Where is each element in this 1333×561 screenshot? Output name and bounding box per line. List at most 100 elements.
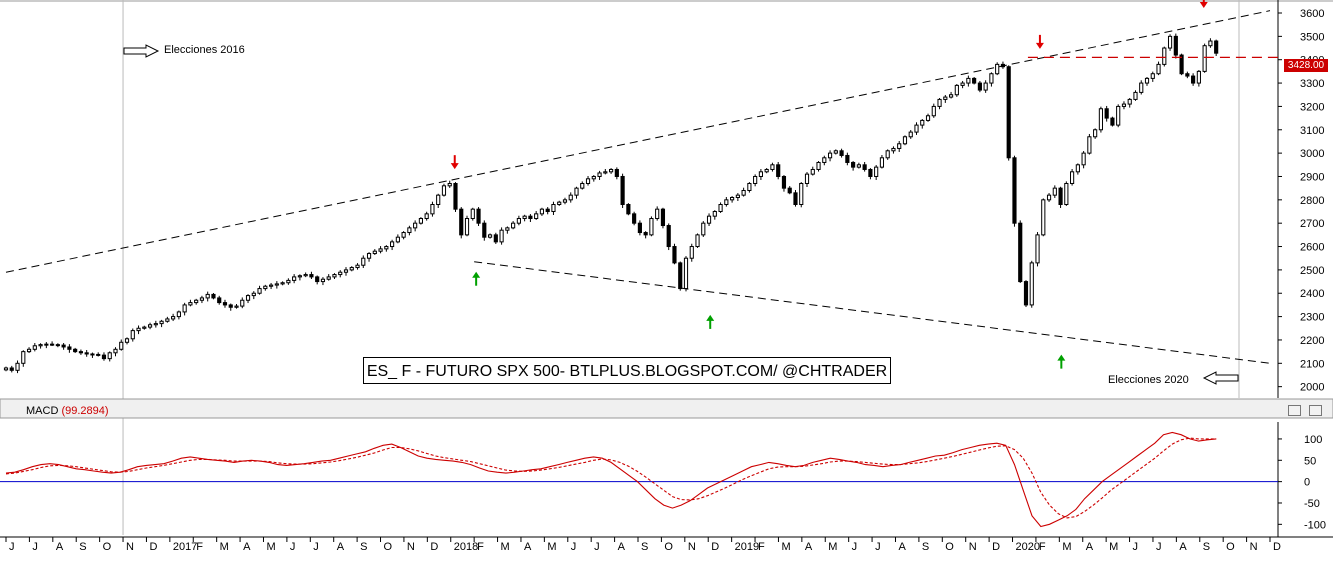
candle (292, 276, 297, 281)
candle (1127, 98, 1132, 105)
candle (833, 150, 838, 154)
candle (511, 222, 516, 229)
candle (810, 168, 815, 175)
candle (1058, 187, 1063, 206)
candle (666, 225, 671, 248)
candle (61, 344, 66, 348)
candle (366, 253, 372, 259)
candle (747, 182, 752, 191)
x-tick-label: A (805, 541, 813, 553)
candle (9, 367, 14, 371)
candle (320, 278, 326, 283)
candle (171, 316, 176, 320)
candle (902, 136, 908, 145)
candle (1208, 40, 1213, 47)
candle (551, 204, 556, 213)
candle (1012, 157, 1017, 224)
candle (632, 213, 637, 224)
candle (280, 282, 285, 285)
candle (55, 344, 60, 347)
price-tick-label: 3200 (1300, 101, 1324, 113)
candle (176, 311, 181, 318)
candle (868, 168, 873, 177)
candle (528, 215, 533, 220)
x-tick-label: O (384, 541, 393, 553)
x-tick-label: A (337, 541, 345, 553)
candle (309, 274, 314, 278)
close-panel-button[interactable] (1309, 405, 1322, 416)
current-price-tag: 3428.00 (1284, 59, 1328, 72)
candle (441, 185, 447, 196)
candle (851, 161, 856, 168)
restore-panel-button[interactable] (1288, 405, 1301, 416)
candle (839, 150, 844, 156)
x-tick-label: M (781, 541, 790, 553)
candle (822, 157, 827, 163)
x-tick-label: M (220, 541, 229, 553)
candle (712, 211, 717, 217)
x-tick-label: F (758, 541, 765, 553)
macd-header-bar (0, 398, 1333, 419)
candle (142, 326, 147, 329)
candle (1075, 164, 1080, 173)
candle (620, 175, 625, 206)
candle (724, 199, 729, 206)
candle (413, 222, 418, 229)
candle (240, 299, 245, 307)
x-tick-label: D (1273, 541, 1281, 553)
candle (315, 276, 320, 283)
down-arrow-icon (1035, 42, 1044, 49)
candle (268, 284, 274, 287)
macd-tick-label: -100 (1304, 519, 1326, 531)
macd-panel: -100 -50 0 50 100 (0, 398, 1333, 537)
candle (1110, 117, 1115, 126)
x-tick-label: A (1086, 541, 1094, 553)
x-tick-label: J (1156, 541, 1162, 553)
candle (925, 115, 931, 121)
candle (153, 323, 158, 326)
candle (701, 222, 706, 236)
price-tick-label: 2800 (1300, 195, 1324, 207)
hollow-arrow-left-icon (1202, 371, 1239, 385)
candle (297, 275, 302, 278)
candle (217, 297, 222, 304)
candle (1179, 54, 1184, 75)
x-tick-label: J (32, 541, 38, 553)
candle (245, 295, 251, 301)
candle (1093, 129, 1098, 138)
candle (136, 327, 141, 332)
x-tick-label: M (828, 541, 837, 553)
candle (453, 182, 458, 210)
candle (32, 345, 37, 350)
candle (1196, 70, 1201, 84)
x-tick-label: 2020 (1016, 541, 1040, 553)
x-tick-label: 2019 (735, 541, 759, 553)
candle (1046, 194, 1052, 201)
candle (730, 196, 735, 201)
candle (718, 204, 723, 213)
macd-tick-label: 100 (1304, 434, 1322, 446)
candle (1029, 262, 1034, 306)
candle (1081, 152, 1086, 166)
price-tick-label: 2400 (1300, 288, 1324, 300)
candle (199, 297, 205, 301)
candle (349, 267, 354, 271)
x-tick-label: J (290, 541, 296, 553)
x-tick-label: M (1062, 541, 1071, 553)
x-tick-label: A (524, 541, 532, 553)
candle (764, 168, 769, 173)
candle (943, 96, 948, 100)
candle (758, 171, 763, 177)
candle (920, 119, 925, 126)
price-panel: 2000 2100 2200 2300 2400 2500 2600 2700 2800 2900… (0, 0, 1333, 535)
x-tick-label: A (1179, 541, 1187, 553)
candle (430, 204, 435, 215)
x-tick-label: F (196, 541, 203, 553)
price-tick-label: 2100 (1300, 358, 1324, 370)
price-tick-label: 2500 (1300, 265, 1324, 277)
watermark-title: ES_ F - FUTURO SPX 500- BTLPLUS.BLOGSPOT… (363, 357, 891, 384)
candle (194, 299, 199, 304)
candle (263, 285, 268, 290)
